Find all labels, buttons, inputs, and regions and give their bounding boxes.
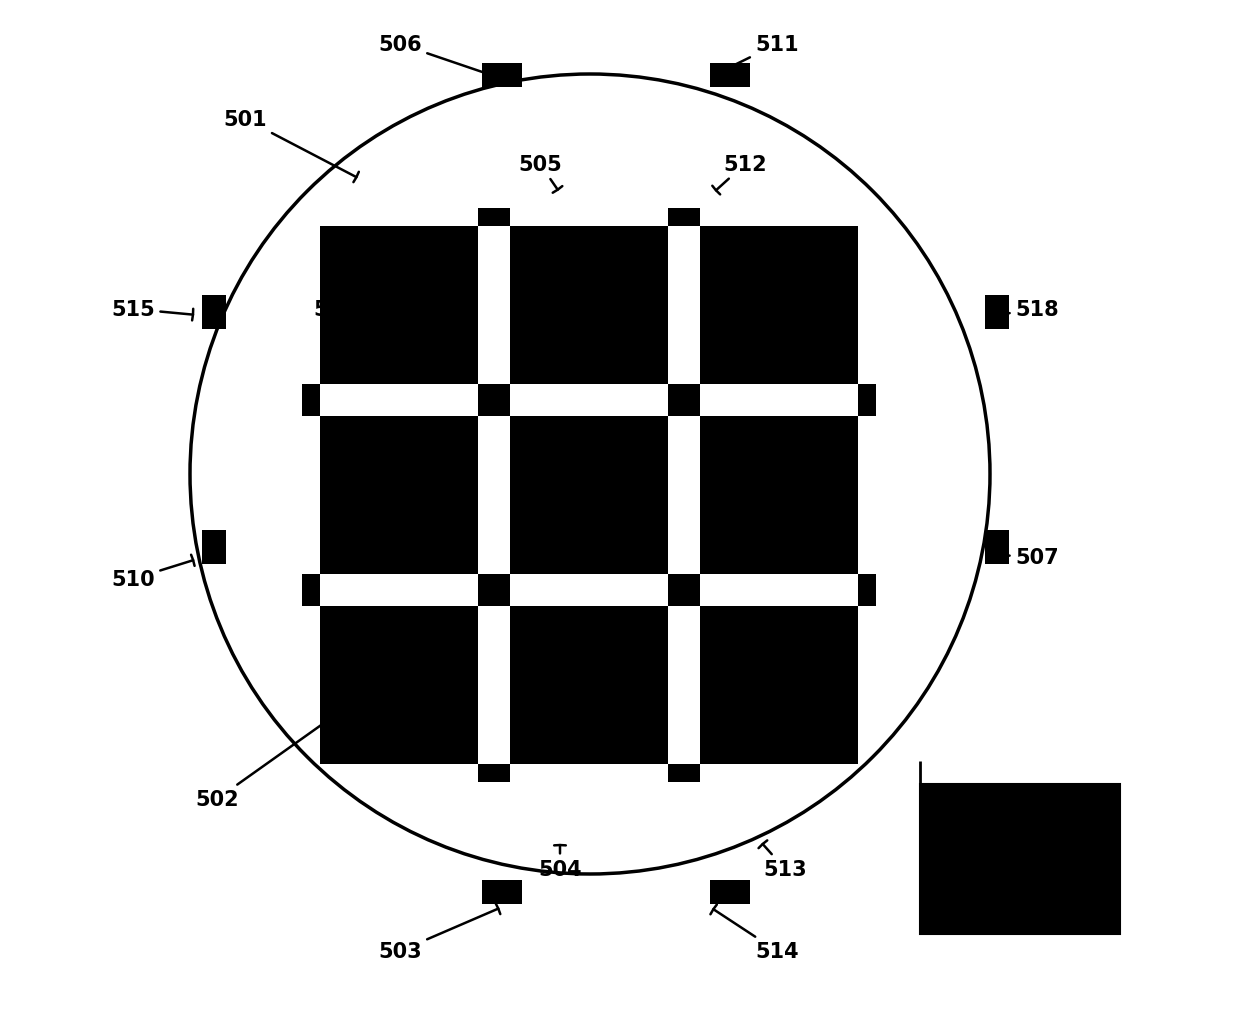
Text: 512: 512	[712, 155, 766, 196]
Text: 508: 508	[808, 633, 852, 669]
Bar	[858, 575, 875, 606]
Bar	[920, 785, 1120, 934]
Bar	[701, 417, 858, 575]
Bar	[202, 531, 226, 565]
Text: 517: 517	[790, 300, 838, 321]
Bar	[510, 606, 668, 764]
Text: 509: 509	[324, 630, 384, 669]
Text: 504: 504	[538, 845, 582, 879]
Text: 518: 518	[1001, 300, 1059, 321]
Bar	[482, 64, 522, 88]
Bar	[482, 880, 522, 904]
Bar	[202, 296, 226, 330]
Bar	[320, 417, 477, 575]
Bar	[477, 384, 510, 417]
Text: 510: 510	[112, 555, 195, 589]
Text: 502: 502	[195, 699, 355, 809]
Text: 501: 501	[223, 110, 358, 183]
Bar	[711, 64, 750, 88]
Bar	[510, 417, 668, 575]
Bar	[303, 575, 320, 606]
Bar	[985, 531, 1009, 565]
Bar	[320, 606, 477, 764]
Bar	[668, 575, 701, 606]
Bar	[668, 764, 701, 782]
Bar	[858, 384, 875, 417]
Bar	[668, 384, 701, 417]
Bar	[477, 764, 510, 782]
Bar	[320, 227, 477, 384]
Bar	[510, 227, 668, 384]
Bar	[303, 384, 320, 417]
Bar	[477, 575, 510, 606]
Text: 516: 516	[314, 300, 362, 321]
Bar	[711, 880, 750, 904]
Bar	[701, 227, 858, 384]
Bar	[668, 209, 701, 227]
Text: 514: 514	[711, 905, 799, 961]
Text: 505: 505	[518, 155, 562, 194]
Bar	[477, 209, 510, 227]
Bar	[701, 606, 858, 764]
Text: 511: 511	[712, 35, 799, 82]
Text: 515: 515	[112, 300, 193, 321]
Bar	[985, 296, 1009, 330]
Text: 507: 507	[1001, 547, 1059, 568]
Circle shape	[190, 75, 990, 874]
Text: 503: 503	[378, 904, 500, 961]
Text: 506: 506	[378, 35, 495, 83]
Text: 513: 513	[759, 841, 807, 879]
